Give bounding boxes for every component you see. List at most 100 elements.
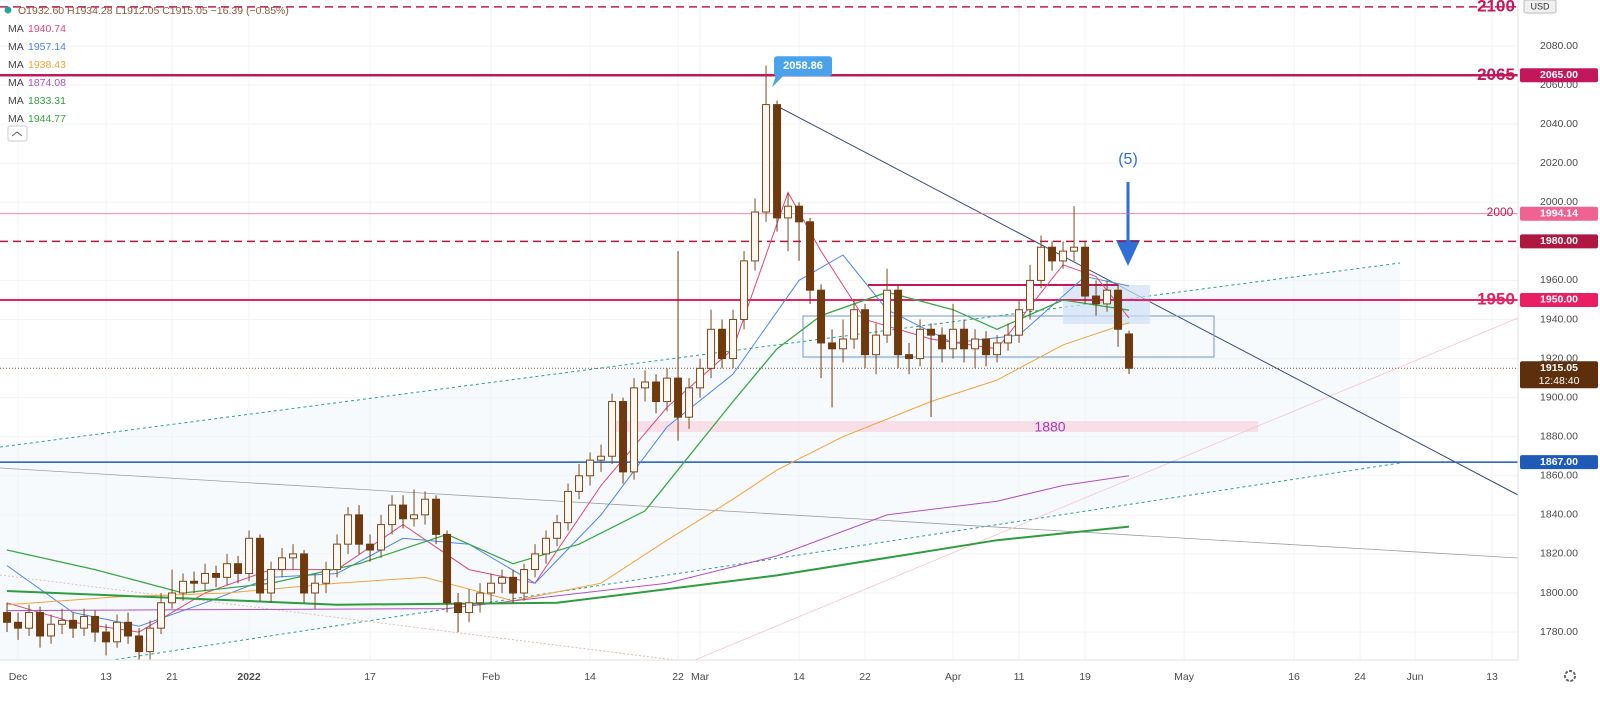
candle-body	[465, 602, 474, 614]
candle-body	[795, 205, 804, 223]
x-tick-label: 22	[672, 671, 684, 683]
x-tick-label: 16	[1288, 671, 1300, 683]
candle-body	[311, 582, 320, 594]
legend-value: 1944.77	[28, 113, 66, 125]
candle-body	[762, 104, 771, 213]
x-tick-label: 24	[1354, 671, 1366, 683]
x-tick-label: Mar	[691, 671, 710, 683]
candle-body	[597, 455, 606, 461]
countdown: 12:48:40	[1539, 375, 1580, 387]
x-tick-label: 19	[1079, 671, 1091, 683]
candle-body	[124, 621, 133, 637]
candle-body	[454, 602, 463, 614]
y-tick-label: 2040.00	[1540, 118, 1578, 130]
candle-body	[1026, 279, 1035, 311]
ma-legend: MA 1940.74 MA 1957.14 MA 1938.43 MA 1874.08 MA 18…	[8, 23, 66, 125]
candle-body	[740, 260, 749, 320]
candle-body	[564, 490, 573, 524]
legend-name: MA	[8, 95, 24, 107]
candle-body	[498, 576, 507, 584]
candle-body	[861, 309, 870, 356]
candle-body	[146, 627, 155, 653]
high-label-box	[774, 56, 833, 77]
candle-body	[245, 537, 254, 574]
x-tick-label: Dec	[9, 671, 28, 683]
settings-icon[interactable]	[1564, 670, 1576, 682]
level-label: 2065	[1477, 65, 1515, 84]
candle-body	[905, 354, 914, 360]
x-tick-label: 21	[166, 671, 178, 683]
x-tick-label: 14	[793, 671, 805, 683]
candle-body	[531, 553, 540, 571]
candle-body	[1125, 333, 1134, 369]
candle-body	[652, 381, 661, 403]
candle-body	[553, 522, 562, 539]
candle-body	[410, 514, 419, 520]
candle-body	[949, 328, 958, 350]
candle-body	[14, 621, 23, 629]
price-tag	[1520, 292, 1598, 307]
level-label: 2100	[1477, 0, 1515, 15]
range-box	[802, 315, 1215, 358]
candle-body	[476, 592, 485, 604]
candle-body	[421, 498, 430, 516]
candle-body	[1059, 250, 1068, 262]
price-tag-text: 1994.14	[1540, 208, 1578, 220]
x-tick-label: 22	[859, 671, 871, 683]
price-tag	[1520, 455, 1598, 470]
candle-body	[432, 498, 441, 535]
candle-body	[1092, 295, 1101, 305]
status-dot	[4, 6, 12, 14]
x-tick-label: 13	[100, 671, 112, 683]
price-tag-text: 2065.00	[1540, 69, 1578, 81]
candle-body	[707, 328, 716, 369]
zone-1880	[608, 421, 1258, 432]
legend-toggle[interactable]	[7, 125, 28, 142]
channel-fill	[0, 263, 1400, 665]
candle-body	[993, 342, 1002, 356]
candle-body	[806, 221, 815, 291]
candle-body	[696, 367, 705, 389]
candle-body	[509, 576, 518, 594]
candle-body	[894, 289, 903, 356]
trendline-pink	[689, 317, 1519, 663]
legend-value: 1833.31	[28, 95, 66, 107]
y-tick-label: 1860.00	[1540, 470, 1578, 482]
price-tag-text: 1950.00	[1540, 294, 1578, 306]
candle-body	[1004, 334, 1013, 344]
chevron	[11, 131, 23, 137]
candle-body	[355, 514, 364, 545]
candle-body	[586, 459, 595, 477]
legend-name: MA	[8, 41, 24, 53]
legend-name: MA	[8, 77, 24, 89]
x-tick-label: Feb	[482, 671, 500, 683]
currency-box[interactable]	[1523, 0, 1557, 14]
candle-body	[278, 557, 287, 571]
candle-body	[366, 543, 375, 551]
candle-body	[641, 381, 650, 389]
y-tick-label: 1900.00	[1540, 391, 1578, 403]
legend-name: MA	[8, 23, 24, 35]
candle-body	[212, 572, 221, 578]
candle-body	[47, 623, 56, 637]
candle-body	[289, 553, 298, 559]
candle-body	[960, 328, 969, 350]
level-label: 1950	[1477, 289, 1515, 308]
candle-body	[729, 318, 738, 360]
high-label: 2058.86	[783, 60, 823, 72]
legend-value: 1957.14	[28, 41, 66, 53]
channel-upper	[0, 262, 1401, 448]
candle-body	[1037, 246, 1046, 281]
y-tick-label: 2020.00	[1540, 157, 1578, 169]
candle-body	[443, 533, 452, 604]
candle-body	[927, 328, 936, 336]
x-tick-label: 17	[364, 671, 376, 683]
candle-body	[663, 377, 672, 403]
x-tick-label: Apr	[945, 671, 962, 683]
candle-body	[817, 289, 826, 344]
arrow-head	[1116, 240, 1140, 266]
candle-body	[685, 387, 694, 418]
candle-body	[751, 211, 760, 262]
legend-name: MA	[8, 59, 24, 71]
